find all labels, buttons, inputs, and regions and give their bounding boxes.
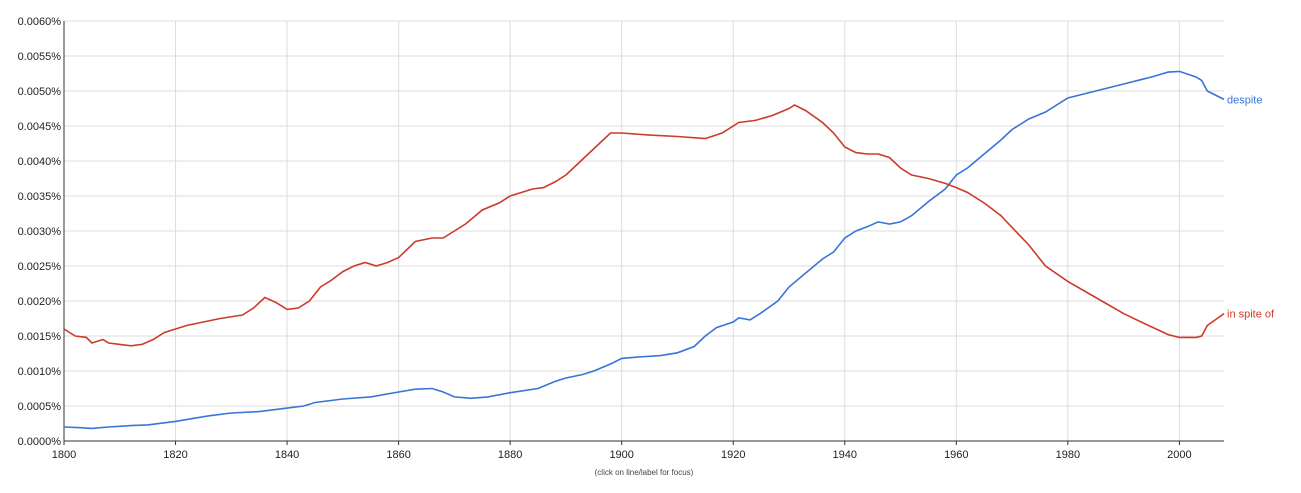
y-tick-label: 0.0040% [18,156,62,168]
focus-hint-text: (click on line/label for focus) [595,468,694,477]
series-labels[interactable]: despite in spite of [1227,94,1275,320]
y-tick-label: 0.0005% [18,401,62,413]
series-label-in-spite-of[interactable]: in spite of [1227,309,1275,321]
y-tick-labels: 0.0000% 0.0005% 0.0010% 0.0015% 0.0020% 0.002… [18,16,62,448]
series-line-despite[interactable] [63,70,1225,430]
x-tick-label: 1860 [386,449,410,461]
y-tick-label: 0.0025% [18,261,62,273]
y-tick-label: 0.0050% [18,86,62,98]
x-tick-label: 1980 [1056,449,1080,461]
y-tick-label: 0.0000% [18,436,62,448]
x-tick-label: 1900 [609,449,633,461]
gridlines [63,20,1224,445]
x-tick-label: 1800 [52,449,76,461]
x-tick-label: 2000 [1167,449,1191,461]
y-tick-label: 0.0030% [18,226,62,238]
x-tick-label: 1820 [163,449,187,461]
y-tick-label: 0.0015% [18,331,62,343]
axes [63,21,1224,442]
x-tick-label: 1840 [275,449,299,461]
x-tick-label: 1880 [498,449,522,461]
x-tick-labels: 1800 1820 1840 1860 1880 1900 1920 1940 1960 1980… [52,449,1192,461]
x-tick-label: 1960 [944,449,968,461]
series-line-in-spite-of[interactable] [63,104,1225,347]
y-tick-label: 0.0035% [18,191,62,203]
y-tick-label: 0.0045% [18,121,62,133]
series-label-despite[interactable]: despite [1227,94,1262,106]
x-tick-label: 1940 [833,449,857,461]
y-tick-label: 0.0060% [18,16,62,28]
y-tick-label: 0.0010% [18,366,62,378]
y-tick-label: 0.0055% [18,51,62,63]
x-tick-label: 1920 [721,449,745,461]
y-tick-label: 0.0020% [18,296,62,308]
series-lines[interactable] [63,70,1225,430]
